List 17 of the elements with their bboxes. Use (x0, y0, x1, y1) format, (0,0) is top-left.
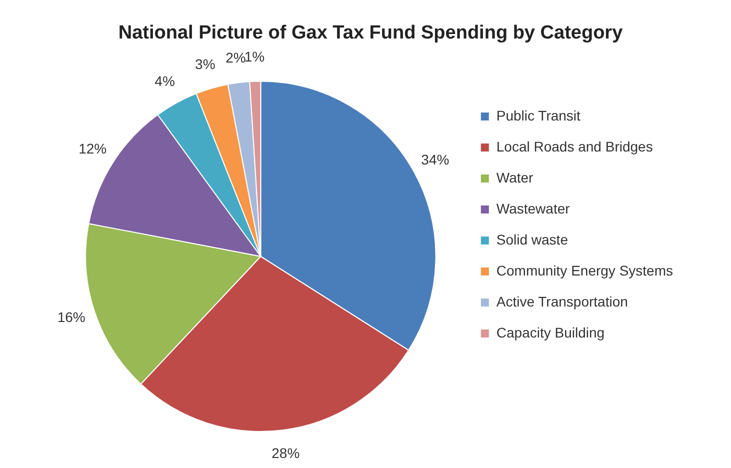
legend-label: Active Transportation (496, 293, 628, 310)
data-label: 3% (195, 56, 216, 72)
legend-label: Wastewater (496, 200, 570, 216)
legend-label: Local Roads and Bridges (496, 138, 653, 154)
data-label: 4% (154, 72, 175, 89)
legend-label: Water (496, 169, 534, 186)
legend-label: Community Energy Systems (496, 262, 674, 278)
legend-label: Capacity Building (496, 324, 605, 340)
data-label: 34% (421, 151, 450, 168)
chart-title: National Picture of Gax Tax Fund Spending by Category (118, 22, 624, 44)
data-label: 1% (244, 48, 265, 64)
data-label: 2% (226, 50, 246, 66)
legend-label: Solid waste (496, 231, 568, 248)
legend-label: Public Transit (496, 107, 581, 124)
data-label: 12% (78, 140, 107, 157)
data-label: 16% (57, 308, 86, 325)
data-label: 28% (272, 444, 300, 461)
